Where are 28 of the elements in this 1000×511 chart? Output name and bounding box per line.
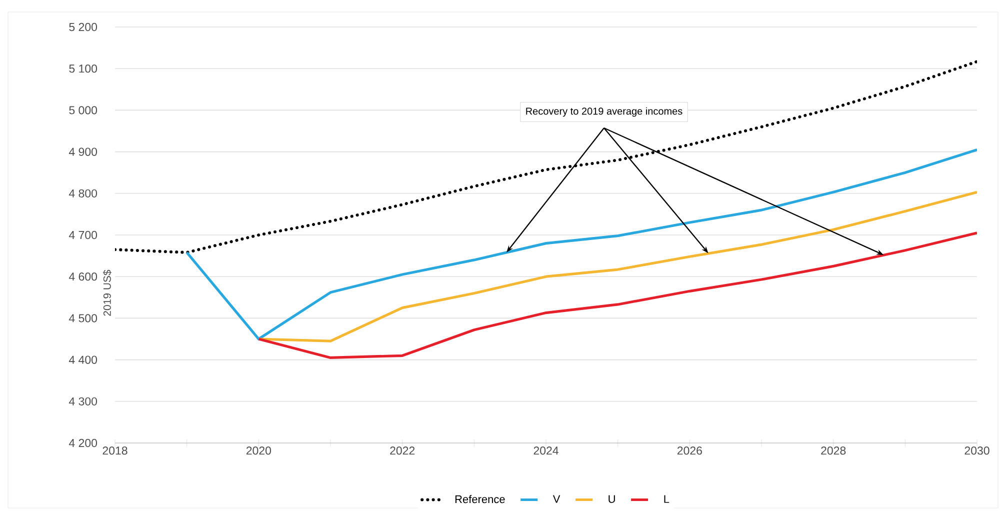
x-tick-label: 2028 — [821, 446, 846, 455]
y-tick-label: 4 500 — [68, 314, 98, 322]
line-series — [115, 60, 978, 254]
y-axis-title: 2019 US$ — [102, 270, 112, 316]
legend-label: Reference — [455, 495, 505, 504]
x-tick-label: 2030 — [964, 446, 990, 455]
y-tick-label: 4 800 — [68, 189, 98, 198]
y-tick-label: 4 400 — [68, 356, 98, 364]
y-tick-label: 4 700 — [68, 230, 98, 240]
annotation: Recovery to 2019 average incomes — [526, 107, 682, 117]
x-tick-label: 2026 — [677, 446, 702, 455]
legend-label: V — [552, 495, 560, 503]
y-tick-label: 5 100 — [69, 64, 98, 73]
legend-label: U — [608, 495, 615, 503]
y-tick-label: 5 000 — [69, 106, 98, 114]
legend-label: L — [664, 495, 670, 503]
line-series — [257, 232, 978, 360]
x-tick-label: 2024 — [534, 446, 558, 455]
x-tick-label: 2020 — [246, 446, 272, 455]
line-series — [257, 190, 978, 342]
y-tick-label: 4 300 — [68, 397, 98, 406]
y-tick-label: 4 900 — [68, 148, 98, 156]
y-tick-label: 4 600 — [68, 272, 98, 281]
line-series — [186, 148, 978, 340]
x-tick-label: 2018 — [102, 446, 128, 455]
x-tick-label: 2022 — [390, 446, 415, 455]
y-tick-label: 4 200 — [68, 438, 98, 448]
y-tick-label: 5 200 — [69, 22, 98, 32]
